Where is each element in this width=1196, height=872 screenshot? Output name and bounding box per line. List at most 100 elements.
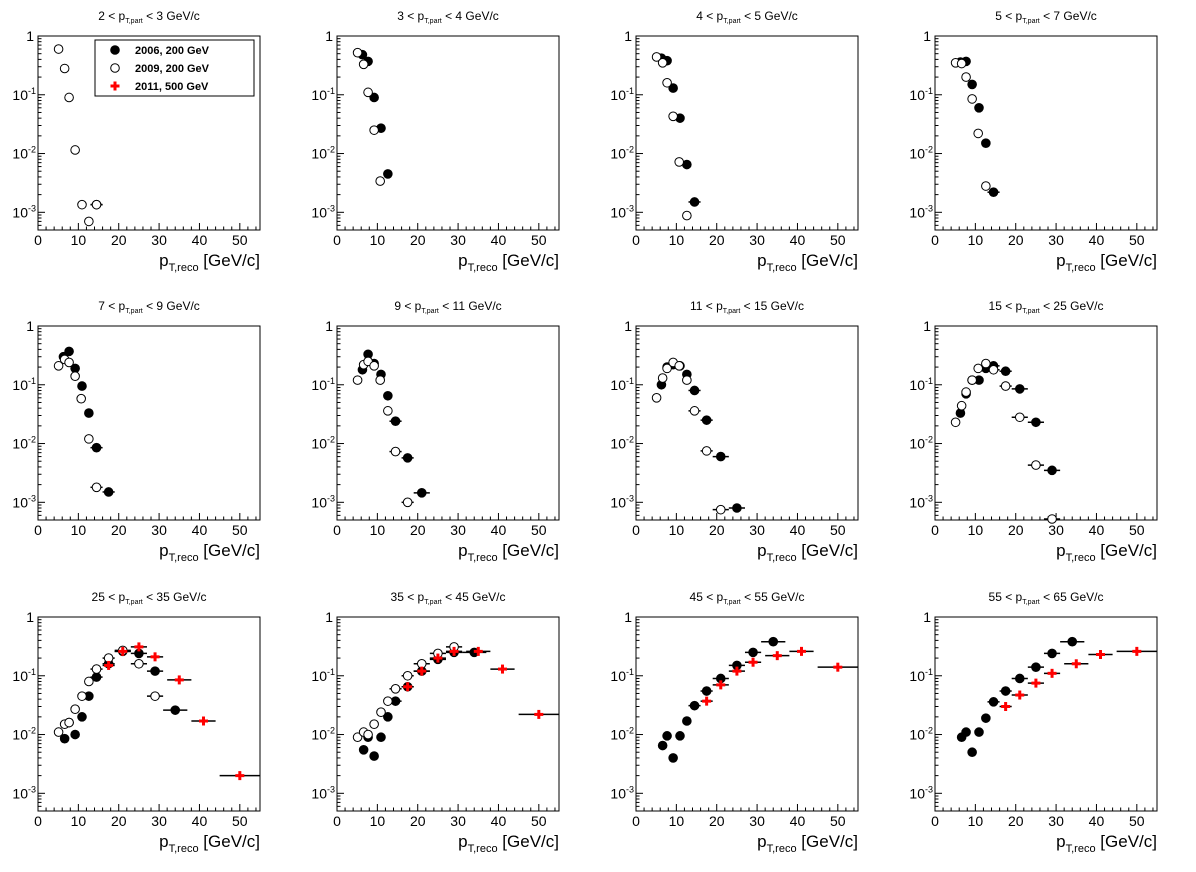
series-2 (651, 357, 729, 515)
series-2 (950, 358, 1061, 524)
data-point-2006 (383, 712, 393, 722)
data-point-2009 (352, 732, 363, 743)
data-point-2006 (77, 712, 87, 722)
data-point-2009 (84, 434, 94, 444)
series-2 (352, 356, 414, 508)
data-point-2009 (70, 371, 80, 381)
data-point-2006 (748, 647, 758, 658)
y-tick-label: 10-3 (909, 784, 933, 801)
data-point-2009 (375, 375, 385, 385)
x-tick-label: 30 (1048, 813, 1064, 829)
data-point-2009 (91, 199, 102, 210)
data-point-2006 (662, 731, 672, 741)
data-point-2009 (701, 446, 712, 456)
y-tick-label: 1 (26, 609, 34, 625)
plot-frame (336, 325, 560, 521)
x-tick-label: 40 (491, 232, 507, 248)
data-point-2006 (974, 103, 984, 113)
y-tick-label: 10-3 (311, 203, 335, 220)
y-tick-label: 10-1 (12, 667, 36, 684)
x-tick-label: 0 (333, 813, 341, 829)
x-axis-label: pT,reco [GeV/c] (1056, 541, 1157, 564)
x-tick-label: 10 (71, 232, 87, 248)
data-point-2006 (376, 732, 386, 743)
data-point-2006 (369, 751, 379, 761)
data-point-2009 (84, 216, 94, 227)
data-point-2006 (416, 488, 427, 498)
data-point-2006 (1047, 465, 1057, 476)
y-tick-label: 10-2 (311, 435, 335, 452)
x-tick-label: 40 (192, 813, 208, 829)
x-tick-label: 40 (1089, 232, 1105, 248)
panel-12: 55 < pT,part < 65 GeV/c 0 10 20 30 40 50 10-3 10… (909, 590, 1158, 855)
data-point-2006 (59, 733, 70, 744)
y-tick-label: 10-3 (610, 203, 634, 220)
legend-box (94, 39, 255, 97)
y-tick-label: 10-2 (12, 726, 36, 743)
panel-3: 4 < pT,part < 5 GeV/c 0 10 20 30 40 50 10-3 10-2… (610, 9, 859, 274)
x-tick-label: 50 (232, 813, 248, 829)
data-point-2006 (668, 83, 678, 93)
x-tick-label: 40 (790, 232, 806, 248)
data-point-2006 (732, 503, 742, 513)
x-tick-label: 50 (1129, 813, 1145, 829)
series-3 (700, 646, 858, 706)
data-point-2009 (64, 92, 74, 103)
x-tick-label: 20 (709, 522, 725, 538)
series-3 (401, 646, 559, 719)
x-tick-label: 0 (931, 232, 939, 248)
y-tick-label: 10-2 (610, 145, 634, 162)
series-1 (357, 49, 393, 179)
x-tick-label: 20 (111, 813, 127, 829)
data-point-2009 (662, 77, 672, 88)
panel-title: 45 < pT,part < 55 GeV/c (690, 590, 805, 606)
data-point-2009 (91, 664, 102, 674)
data-point-2006 (70, 729, 80, 740)
data-point-2009 (376, 707, 386, 717)
x-tick-label: 30 (450, 232, 466, 248)
data-point-2009 (352, 47, 363, 58)
data-point-2006 (91, 442, 102, 453)
plot-frame (934, 35, 1158, 231)
data-point-2009 (961, 72, 971, 82)
data-point-2009 (674, 157, 684, 167)
x-tick-label: 40 (491, 522, 507, 538)
x-tick-label: 50 (232, 522, 248, 538)
data-point-2006 (682, 716, 692, 726)
panel-11: 45 < pT,part < 55 GeV/c 0 10 20 30 40 50 10-3 10… (610, 590, 859, 855)
x-tick-label: 40 (192, 522, 208, 538)
x-tick-label: 0 (931, 813, 939, 829)
y-tick-label: 10-3 (12, 784, 36, 801)
x-tick-label: 10 (370, 522, 386, 538)
data-point-2006 (77, 381, 87, 391)
y-tick-label: 10-1 (610, 667, 634, 684)
plot-frame (37, 325, 261, 521)
y-tick-label: 10-1 (12, 376, 36, 393)
x-tick-label: 30 (450, 522, 466, 538)
data-point-2009 (981, 358, 991, 369)
data-point-2009 (134, 658, 144, 669)
y-tick-label: 10-1 (610, 376, 634, 393)
x-tick-label: 0 (333, 232, 341, 248)
data-point-2009 (64, 357, 74, 368)
x-tick-label: 50 (531, 813, 547, 829)
x-tick-label: 50 (830, 232, 846, 248)
x-tick-label: 0 (333, 522, 341, 538)
y-tick-label: 10-3 (610, 784, 634, 801)
data-point-2006 (988, 697, 999, 707)
y-tick-label: 10-2 (610, 726, 634, 743)
data-point-2009 (1014, 412, 1025, 423)
x-tick-label: 30 (749, 232, 765, 248)
x-tick-label: 30 (151, 522, 167, 538)
plot-frame (934, 616, 1158, 812)
y-tick-label: 10-2 (311, 726, 335, 743)
data-point-2009 (950, 417, 961, 428)
x-tick-label: 30 (749, 522, 765, 538)
y-tick-label: 1 (325, 609, 333, 625)
data-point-2009 (369, 361, 379, 371)
panel-title: 4 < pT,part < 5 GeV/c (696, 9, 798, 25)
data-point-2006 (981, 138, 991, 148)
plot-frame (934, 325, 1158, 521)
x-tick-label: 30 (1048, 522, 1064, 538)
data-point-2009 (70, 704, 80, 714)
